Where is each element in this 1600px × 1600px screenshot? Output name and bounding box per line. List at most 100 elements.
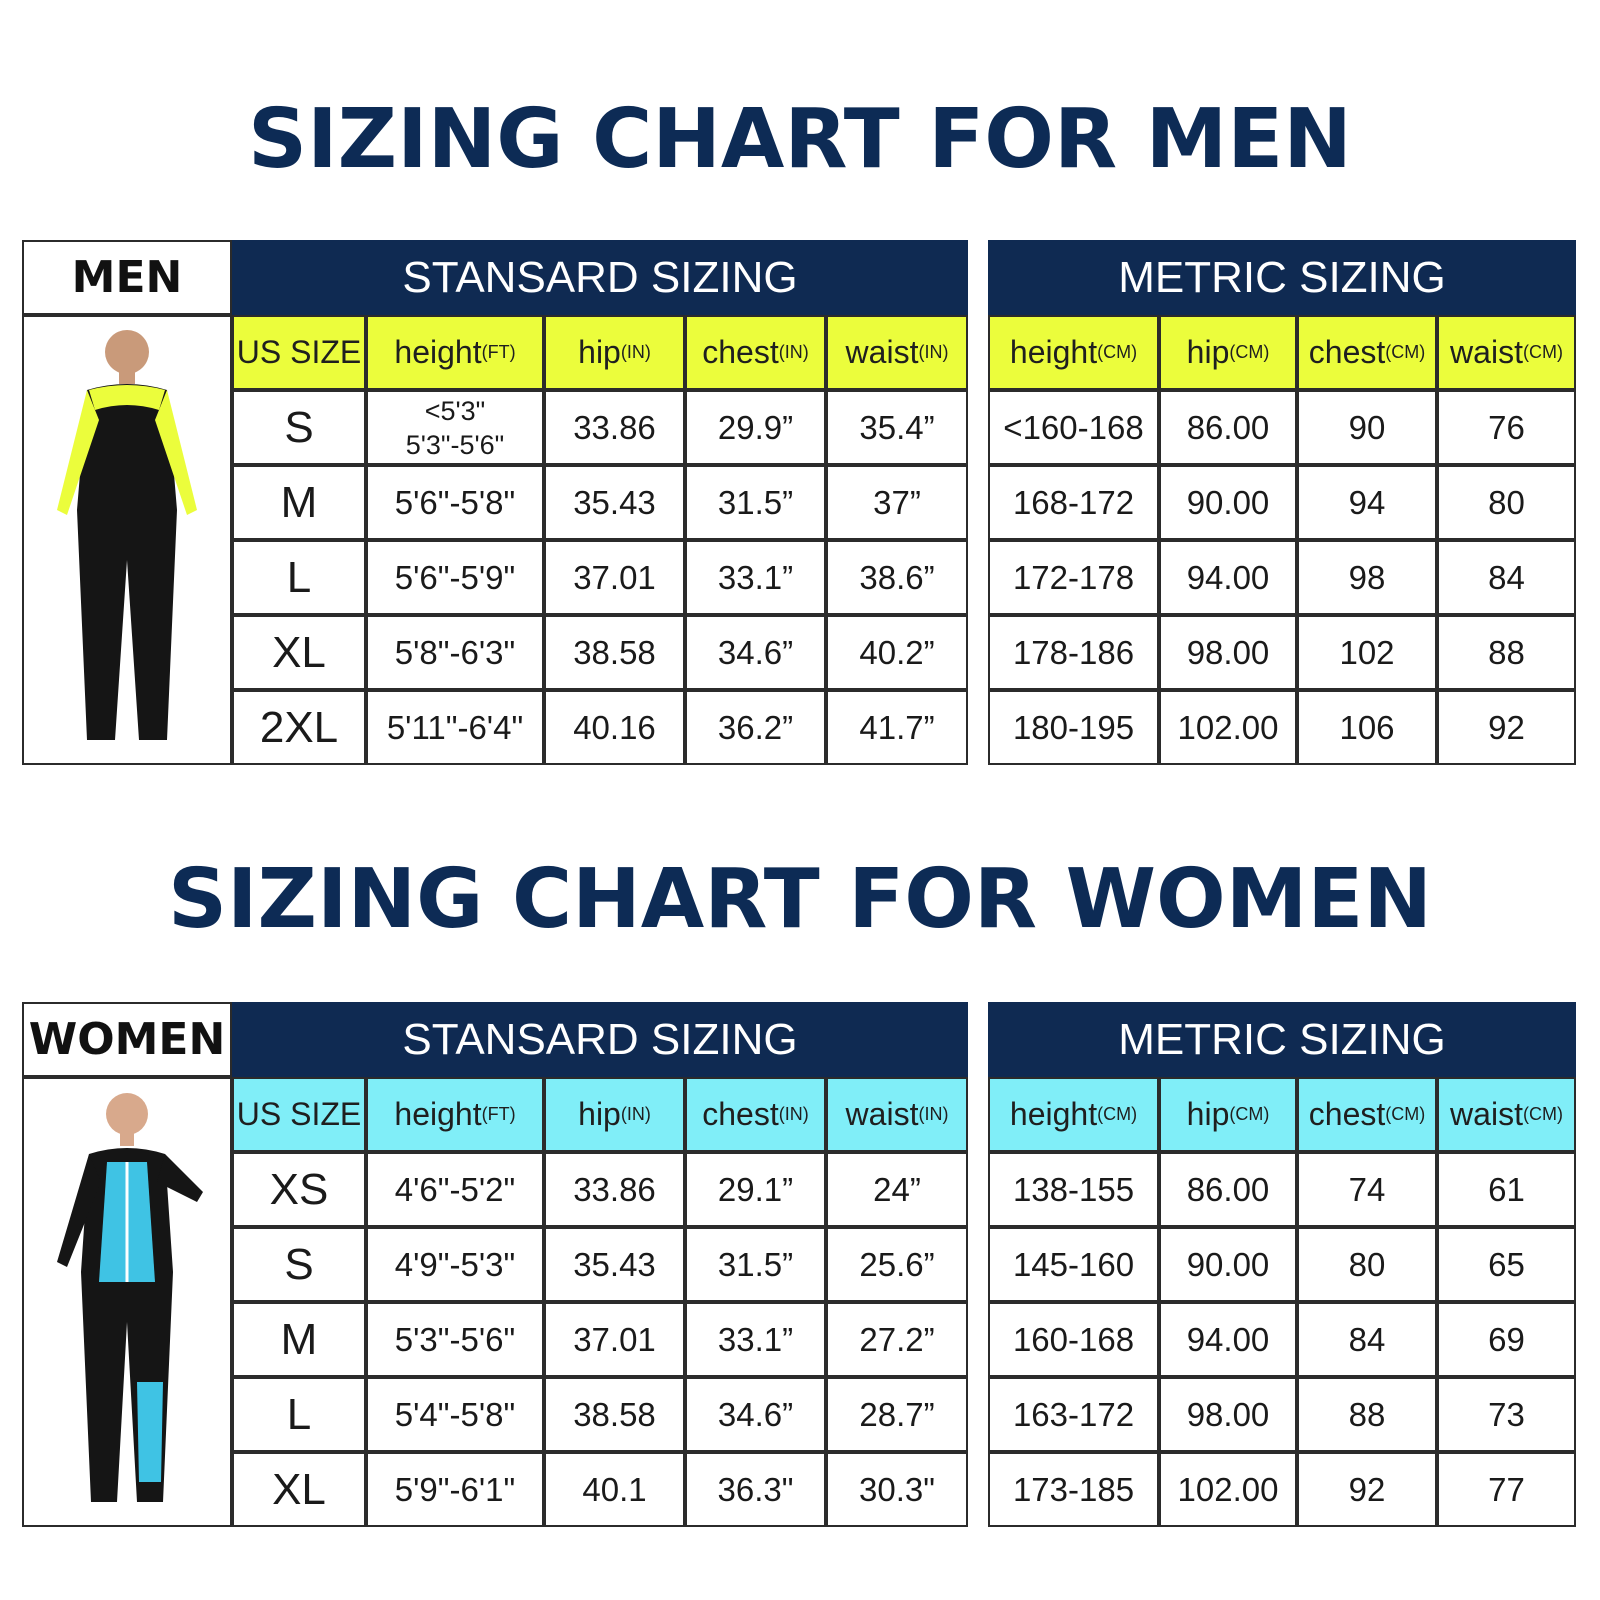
cell-text: 36.3": [717, 1470, 794, 1508]
cell-text: 35.43: [573, 483, 656, 521]
cell-text: 24”: [873, 1170, 921, 1208]
table-cell: 34.6”: [685, 615, 826, 690]
cell-text: 73: [1488, 1395, 1525, 1433]
table-cell: 37.01: [544, 1302, 685, 1377]
column-name: waist: [845, 1096, 919, 1132]
table-cell: 80: [1297, 1227, 1437, 1302]
cell-text: 37.01: [573, 558, 656, 596]
figure-cell: [22, 1077, 232, 1527]
column-header: waist (IN): [826, 315, 968, 390]
cell-text: 38.58: [573, 1395, 656, 1433]
table-cell: 35.4”: [826, 390, 968, 465]
cell-text: 86.00: [1186, 1170, 1270, 1208]
table-cell: 92: [1437, 690, 1576, 765]
column-header: waist (CM): [1437, 1077, 1576, 1152]
cell-text: 76: [1488, 408, 1525, 446]
cell-text: 28.7”: [859, 1395, 935, 1433]
cell-text: 138-155: [1012, 1170, 1135, 1208]
table-cell: 36.3": [685, 1452, 826, 1527]
column-unit: (IN): [778, 1104, 809, 1124]
table-cell: 5'11"-6'4": [366, 690, 544, 765]
column-header: hip (CM): [1159, 315, 1297, 390]
column-unit: (CM): [1385, 1104, 1426, 1124]
cell-text: 94: [1348, 483, 1386, 521]
table-cell: 69: [1437, 1302, 1576, 1377]
column-header: hip (IN): [544, 1077, 685, 1152]
column-unit: (IN): [918, 1104, 949, 1124]
column-header: US SIZE: [232, 315, 366, 390]
column-unit: (CM): [1097, 342, 1138, 362]
table-cell: 172-178: [988, 540, 1159, 615]
column-name: waist: [1450, 1096, 1523, 1132]
column-name: waist: [1450, 334, 1523, 370]
cell-text: 4'6"-5'2": [394, 1170, 516, 1208]
table-cell: 5'6"-5'8": [366, 465, 544, 540]
table-cell: 102.00: [1159, 1452, 1297, 1527]
table-cell: 88: [1297, 1377, 1437, 1452]
table-cell: 74: [1297, 1152, 1437, 1227]
cell-text: 31.5”: [717, 483, 794, 521]
cell-text: 5'3"-5'6": [394, 1320, 516, 1358]
column-header: chest (CM): [1297, 1077, 1437, 1152]
cell-text: 34.6”: [717, 1395, 794, 1433]
cell-text: 31.5”: [717, 1245, 794, 1283]
table-cell: 90.00: [1159, 1227, 1297, 1302]
cell-text: 180-195: [1012, 708, 1135, 746]
header-text: METRIC SIZING: [1118, 1014, 1446, 1064]
table-cell: 73: [1437, 1377, 1576, 1452]
cell-text: XL: [272, 1464, 326, 1514]
cell-line: <5'3": [424, 395, 486, 426]
cell-text: 34.6”: [717, 633, 794, 671]
column-header: hip (CM): [1159, 1077, 1297, 1152]
table-cell: 5'4"-5'8": [366, 1377, 544, 1452]
table-cell: 31.5”: [685, 1227, 826, 1302]
table-cell: 4'6"-5'2": [366, 1152, 544, 1227]
column-name: hip: [578, 1096, 621, 1132]
cell-text: 30.3": [859, 1470, 935, 1508]
cell-text: 5'8"-6'3": [394, 633, 516, 671]
cell-text: 172-178: [1012, 558, 1135, 596]
column-name: height: [394, 1096, 482, 1132]
column-header: chest (IN): [685, 1077, 826, 1152]
header-text: STANSARD SIZING: [402, 1014, 798, 1064]
cell-text: 5'9"-6'1": [394, 1470, 516, 1508]
cell-text: 90.00: [1186, 483, 1270, 521]
table-cell: 4'9"-5'3": [366, 1227, 544, 1302]
standard-header: STANSARD SIZING: [232, 240, 968, 315]
cell-text: 5'11"-6'4": [386, 708, 524, 746]
column-header: waist (CM): [1437, 315, 1576, 390]
table-cell: M: [232, 465, 366, 540]
table-cell: 38.58: [544, 615, 685, 690]
cell-text: 84: [1488, 558, 1525, 596]
cell-text: 88: [1348, 1395, 1386, 1433]
column-name: chest: [1308, 1096, 1386, 1132]
table-cell: 5'9"-6'1": [366, 1452, 544, 1527]
cell-text: 145-160: [1012, 1245, 1135, 1283]
table-cell: 102: [1297, 615, 1437, 690]
cell-text: 38.6”: [859, 558, 935, 596]
metric-header: METRIC SIZING: [988, 240, 1576, 315]
cell-text: S: [284, 402, 314, 452]
column-unit: (CM): [1229, 342, 1270, 362]
table-cell: 77: [1437, 1452, 1576, 1527]
table-cell: 168-172: [988, 465, 1159, 540]
table-cell: 31.5”: [685, 465, 826, 540]
section-label: MEN: [22, 240, 232, 315]
cell-text: 102.00: [1177, 1470, 1279, 1508]
cell-text: M: [280, 477, 318, 527]
table-cell: 37.01: [544, 540, 685, 615]
table-cell: 40.2”: [826, 615, 968, 690]
cell-text: 88: [1488, 633, 1525, 671]
table-cell: S: [232, 390, 366, 465]
table-cell: 5'8"-6'3": [366, 615, 544, 690]
table-cell: 94.00: [1159, 540, 1297, 615]
standard-header: STANSARD SIZING: [232, 1002, 968, 1077]
table-cell: 94.00: [1159, 1302, 1297, 1377]
table-cell: 24”: [826, 1152, 968, 1227]
cell-text: 40.1: [582, 1470, 647, 1508]
table-cell: 35.43: [544, 1227, 685, 1302]
column-unit: (FT): [481, 1104, 516, 1124]
cell-text: 61: [1488, 1170, 1525, 1208]
table-cell: 90.00: [1159, 465, 1297, 540]
